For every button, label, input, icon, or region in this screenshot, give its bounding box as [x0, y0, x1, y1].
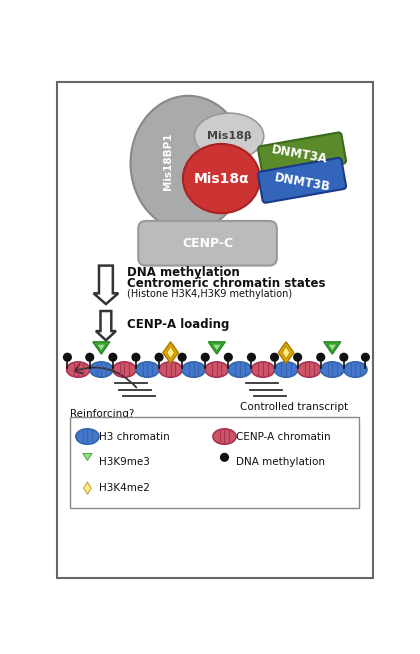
Polygon shape [282, 347, 290, 359]
Polygon shape [324, 342, 341, 354]
FancyBboxPatch shape [258, 133, 346, 177]
Text: Reinforcing?: Reinforcing? [71, 409, 135, 419]
Polygon shape [163, 342, 178, 364]
Circle shape [155, 353, 163, 361]
Polygon shape [93, 342, 110, 354]
Circle shape [294, 353, 302, 361]
Circle shape [271, 353, 278, 361]
Text: DNMT3A: DNMT3A [271, 143, 329, 166]
Polygon shape [278, 342, 294, 364]
Ellipse shape [182, 362, 205, 377]
Circle shape [362, 353, 369, 361]
Text: Mis18BP1: Mis18BP1 [163, 133, 173, 190]
Ellipse shape [113, 362, 136, 377]
Circle shape [132, 353, 140, 361]
Ellipse shape [194, 113, 264, 160]
Polygon shape [84, 482, 91, 494]
Polygon shape [328, 344, 337, 351]
Ellipse shape [76, 429, 99, 444]
Text: Mis18α: Mis18α [194, 171, 249, 186]
Ellipse shape [213, 429, 236, 444]
Ellipse shape [321, 362, 344, 377]
Circle shape [220, 453, 228, 461]
Text: DNA methylation: DNA methylation [236, 457, 325, 467]
Polygon shape [94, 266, 118, 304]
Text: Mis18β: Mis18β [207, 131, 252, 141]
Ellipse shape [159, 362, 182, 377]
Ellipse shape [90, 362, 113, 377]
Text: CENP-A loading: CENP-A loading [127, 318, 229, 332]
Circle shape [86, 353, 94, 361]
Ellipse shape [183, 144, 260, 213]
Ellipse shape [252, 362, 275, 377]
Text: H3 chromatin: H3 chromatin [99, 432, 170, 441]
Ellipse shape [136, 362, 159, 377]
Text: CENP-A chromatin: CENP-A chromatin [236, 432, 331, 441]
Text: H3K9me3: H3K9me3 [99, 457, 150, 467]
Circle shape [225, 353, 232, 361]
Text: DNMT3B: DNMT3B [273, 171, 331, 194]
FancyBboxPatch shape [58, 82, 373, 578]
Polygon shape [212, 344, 221, 351]
Polygon shape [83, 453, 92, 460]
Polygon shape [79, 451, 96, 464]
Ellipse shape [205, 362, 228, 377]
FancyBboxPatch shape [138, 221, 277, 266]
Text: DNA methylation: DNA methylation [127, 266, 239, 279]
Circle shape [202, 353, 209, 361]
FancyArrowPatch shape [75, 364, 136, 387]
Circle shape [109, 353, 117, 361]
Polygon shape [97, 344, 106, 351]
Circle shape [248, 353, 255, 361]
Circle shape [178, 353, 186, 361]
Ellipse shape [344, 362, 367, 377]
Ellipse shape [298, 362, 321, 377]
Text: H3K4me2: H3K4me2 [99, 483, 150, 493]
Ellipse shape [67, 362, 90, 377]
Polygon shape [80, 477, 95, 499]
FancyBboxPatch shape [258, 158, 346, 203]
Circle shape [317, 353, 325, 361]
Text: Controlled transcript: Controlled transcript [240, 402, 348, 411]
Ellipse shape [131, 95, 246, 231]
FancyBboxPatch shape [71, 417, 359, 508]
Polygon shape [167, 347, 174, 359]
Polygon shape [96, 311, 116, 340]
Text: CENP-C: CENP-C [182, 237, 233, 250]
Polygon shape [208, 342, 225, 354]
Circle shape [63, 353, 71, 361]
Ellipse shape [275, 362, 298, 377]
Circle shape [340, 353, 348, 361]
Text: Centromeric chromatin states: Centromeric chromatin states [127, 277, 325, 290]
Ellipse shape [228, 362, 252, 377]
Text: (Histone H3K4,H3K9 methylation): (Histone H3K4,H3K9 methylation) [127, 289, 292, 299]
